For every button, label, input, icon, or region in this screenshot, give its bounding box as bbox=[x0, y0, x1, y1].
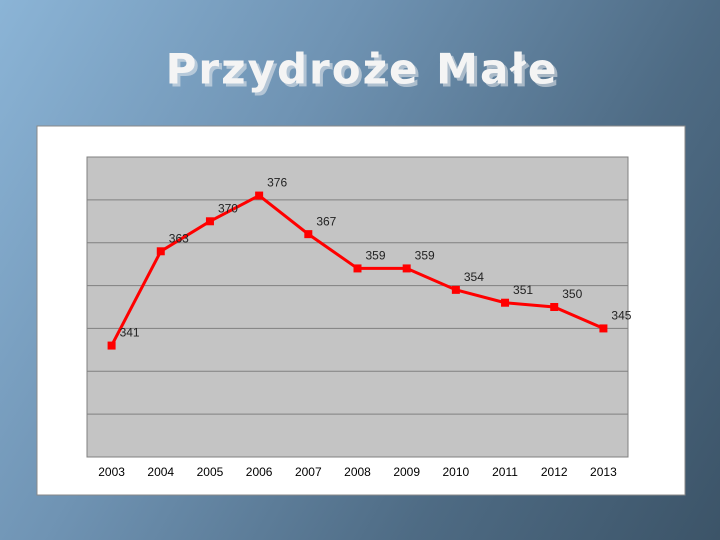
data-point bbox=[353, 264, 362, 273]
data-point bbox=[599, 324, 608, 333]
data-label: 376 bbox=[267, 176, 287, 190]
data-point bbox=[550, 303, 559, 311]
chart-title: Przydroże Małe bbox=[166, 45, 559, 94]
data-point bbox=[156, 247, 165, 256]
data-point bbox=[205, 217, 214, 226]
chart-title-shadow: Przydroże Małe bbox=[169, 48, 562, 97]
data-point bbox=[501, 298, 510, 307]
x-tick-label: 2010 bbox=[443, 465, 470, 479]
x-tick-label: 2003 bbox=[98, 465, 125, 479]
data-label: 370 bbox=[218, 201, 238, 215]
x-tick-label: 2005 bbox=[197, 465, 224, 479]
data-label: 359 bbox=[415, 249, 435, 263]
x-tick-label: 2009 bbox=[393, 465, 420, 479]
data-label: 351 bbox=[513, 283, 533, 297]
data-label: 367 bbox=[316, 214, 336, 228]
data-point bbox=[304, 230, 313, 239]
data-label: 350 bbox=[562, 287, 582, 301]
x-tick-label: 2013 bbox=[590, 465, 617, 479]
x-tick-label: 2008 bbox=[344, 465, 371, 479]
data-point bbox=[451, 285, 460, 294]
x-tick-label: 2011 bbox=[492, 465, 518, 479]
x-tick-label: 2012 bbox=[541, 465, 568, 479]
data-point bbox=[107, 341, 116, 350]
data-point bbox=[255, 191, 264, 200]
data-label: 345 bbox=[611, 309, 631, 323]
data-label: 363 bbox=[169, 231, 189, 245]
data-label: 341 bbox=[120, 326, 140, 340]
x-tick-label: 2007 bbox=[295, 465, 322, 479]
x-tick-label: 2006 bbox=[246, 465, 273, 479]
data-label: 359 bbox=[366, 249, 386, 263]
data-point bbox=[402, 264, 411, 273]
data-label: 354 bbox=[464, 270, 484, 284]
x-tick-label: 2004 bbox=[147, 465, 174, 479]
